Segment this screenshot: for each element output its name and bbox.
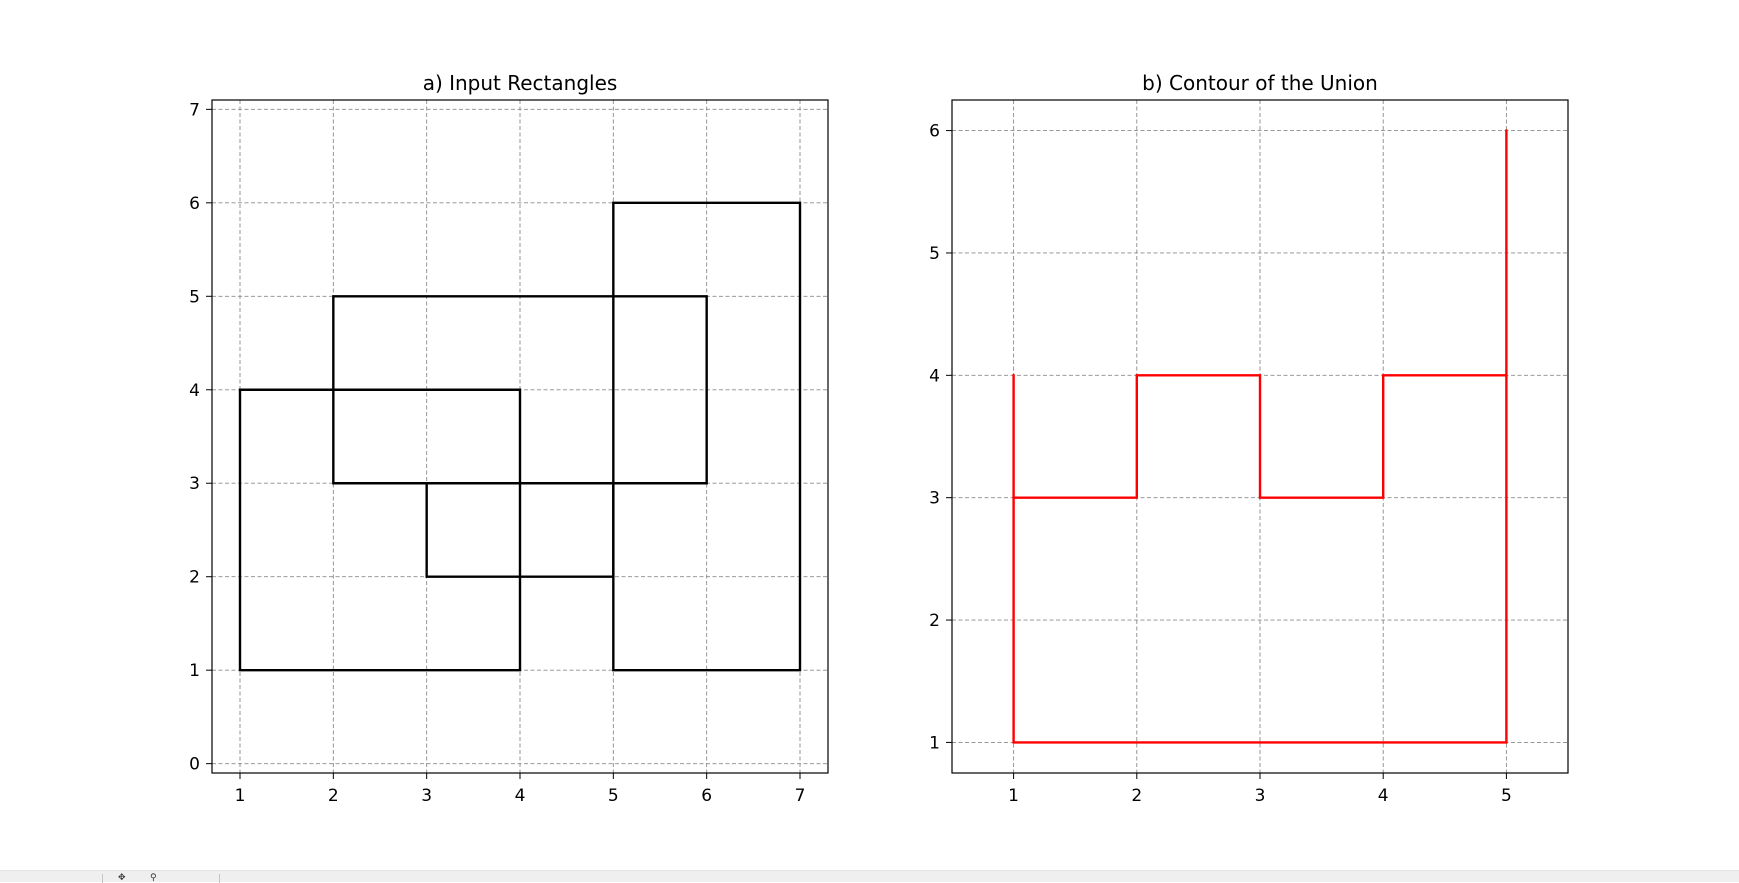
chart-title: b) Contour of the Union xyxy=(1142,71,1378,95)
toolbar-separator xyxy=(102,874,103,883)
y-tick-label: 1 xyxy=(189,661,200,681)
y-tick-label: 0 xyxy=(189,755,200,775)
series-line-2 xyxy=(1012,374,1508,499)
y-tick-label: 3 xyxy=(929,489,940,509)
series-line-1 xyxy=(238,388,522,672)
chart-1: 1 2 3 4 5 6 7 0 1 2 3 4 5 6 7 a) Input Rectangles xyxy=(189,71,829,806)
x-tick-label: 2 xyxy=(328,786,339,806)
y-tick-label: 4 xyxy=(189,381,200,401)
x-tick-label: 1 xyxy=(1008,786,1019,806)
x-tick-label: 5 xyxy=(608,786,619,806)
x-tick-label: 2 xyxy=(1131,786,1142,806)
x-tick-label: 6 xyxy=(701,786,712,806)
series-line-4 xyxy=(612,201,802,672)
toolbar-separator xyxy=(219,874,220,883)
x-tick-label: 4 xyxy=(515,786,526,806)
x-tick-label: 7 xyxy=(795,786,806,806)
x-tick-label: 1 xyxy=(235,786,246,806)
series-line-1 xyxy=(1012,129,1508,744)
y-tick-label: 5 xyxy=(929,244,940,264)
y-tick-label: 6 xyxy=(929,122,940,142)
y-tick-label: 2 xyxy=(189,568,200,588)
x-tick-label: 5 xyxy=(1501,786,1512,806)
y-tick-label: 6 xyxy=(189,194,200,214)
pan-icon[interactable]: ✥ xyxy=(118,873,126,883)
zoom-icon[interactable]: ⚲ xyxy=(150,873,157,883)
y-tick-label: 5 xyxy=(189,287,200,307)
chart-title: a) Input Rectangles xyxy=(423,71,618,95)
chart-2: 1 2 3 4 5 1 2 3 4 5 6 b) Contour of the Union xyxy=(929,71,1569,806)
y-tick-label: 2 xyxy=(929,611,940,631)
x-tick-label: 3 xyxy=(1255,786,1266,806)
y-tick-label: 4 xyxy=(929,366,940,386)
y-tick-label: 1 xyxy=(929,733,940,753)
x-tick-label: 3 xyxy=(421,786,432,806)
y-tick-label: 7 xyxy=(189,100,200,120)
figure-toolbar: ✥ ⚲ xyxy=(0,870,1739,883)
x-tick-label: 4 xyxy=(1378,786,1389,806)
y-tick-label: 3 xyxy=(189,474,200,494)
